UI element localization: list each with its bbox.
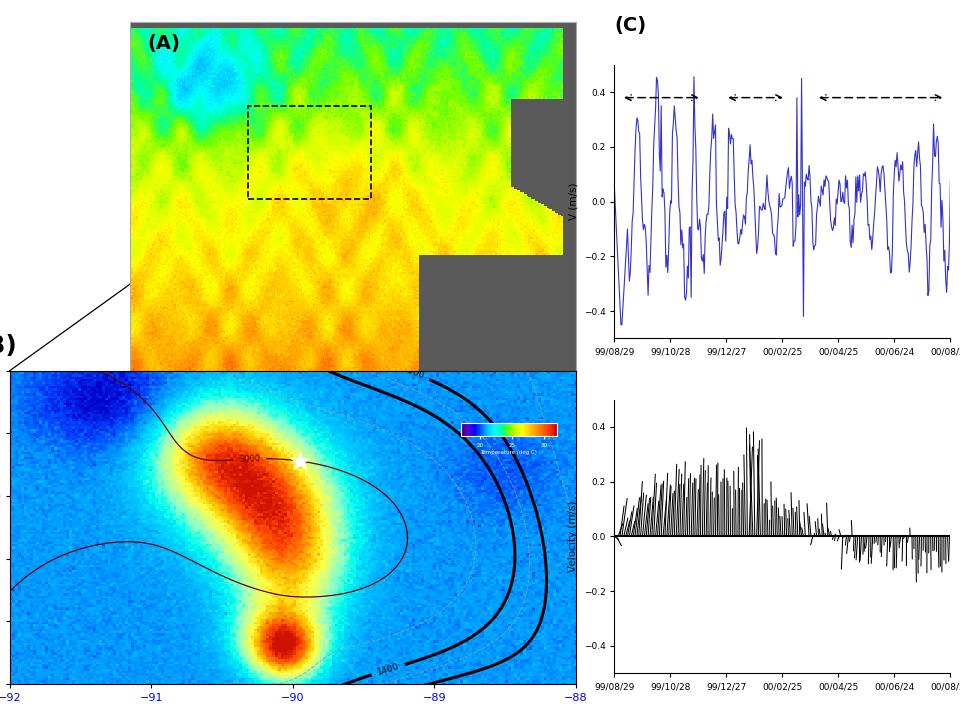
Text: 3000: 3000 [239,454,260,464]
Bar [248,106,372,199]
Y-axis label: Velocity (m/s): Velocity (m/s) [568,500,578,572]
Y-axis label: Latitude: Latitude [101,216,110,248]
Text: (A): (A) [148,35,180,53]
Text: 1000: 1000 [400,364,425,381]
Text: (C): (C) [614,16,646,35]
Y-axis label: V (m/s): V (m/s) [568,183,578,220]
Text: 400: 400 [579,461,591,480]
Text: 1400: 1400 [376,662,400,678]
X-axis label: Longitude: Longitude [334,459,372,468]
Text: (B): (B) [0,334,17,359]
X-axis label: Temperature (deg C): Temperature (deg C) [480,449,538,454]
